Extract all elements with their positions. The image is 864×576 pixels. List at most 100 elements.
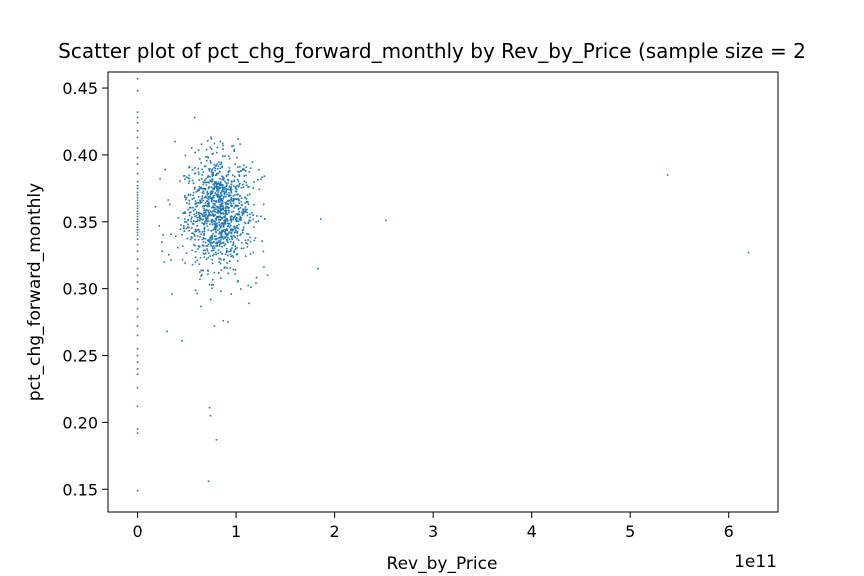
scatter-point bbox=[212, 283, 214, 286]
scatter-point bbox=[209, 241, 211, 243]
scatter-point bbox=[214, 204, 216, 207]
scatter-point bbox=[266, 274, 269, 277]
y-tick-label: 0.35 bbox=[62, 213, 98, 232]
scatter-point bbox=[201, 197, 204, 200]
scatter-point bbox=[199, 212, 202, 215]
scatter-point bbox=[188, 206, 191, 209]
scatter-point bbox=[218, 221, 220, 224]
scatter-point bbox=[234, 198, 237, 200]
scatter-point bbox=[236, 213, 239, 215]
scatter-point bbox=[242, 247, 245, 250]
scatter-point bbox=[198, 246, 201, 248]
scatter-point bbox=[227, 200, 229, 202]
scatter-point bbox=[227, 234, 229, 236]
scatter-point bbox=[136, 187, 139, 190]
scatter-point bbox=[212, 249, 215, 251]
scatter-point bbox=[136, 196, 139, 199]
scatter-point bbox=[263, 266, 265, 268]
scatter-point bbox=[232, 256, 235, 259]
scatter-point bbox=[216, 225, 219, 228]
scatter-point bbox=[212, 187, 214, 190]
scatter-point bbox=[224, 222, 227, 225]
scatter-point bbox=[211, 198, 214, 201]
scatter-point bbox=[238, 210, 241, 213]
scatter-point bbox=[206, 205, 208, 207]
x-tick-label: 3 bbox=[428, 522, 438, 541]
scatter-point bbox=[224, 266, 226, 268]
scatter-point bbox=[201, 222, 203, 224]
scatter-point bbox=[222, 213, 225, 215]
scatter-point bbox=[224, 212, 226, 215]
scatter-point bbox=[230, 191, 233, 194]
scatter-point bbox=[249, 213, 251, 216]
scatter-point bbox=[200, 273, 203, 276]
scatter-point bbox=[206, 190, 209, 193]
scatter-point bbox=[237, 204, 239, 207]
scatter-point bbox=[192, 243, 195, 246]
scatter-point bbox=[218, 224, 221, 226]
scatter-point bbox=[206, 159, 208, 162]
y-tick-label: 0.20 bbox=[62, 413, 98, 432]
scatter-point bbox=[200, 269, 202, 272]
scatter-point bbox=[239, 218, 242, 220]
scatter-point bbox=[220, 181, 222, 184]
scatter-point bbox=[215, 184, 218, 187]
scatter-point bbox=[224, 233, 227, 236]
scatter-point bbox=[212, 254, 214, 257]
scatter-point bbox=[187, 223, 190, 226]
scatter-point bbox=[226, 218, 228, 220]
scatter-point bbox=[238, 213, 241, 216]
scatter-point bbox=[225, 228, 228, 230]
scatter-point bbox=[203, 228, 206, 231]
scatter-point bbox=[204, 214, 206, 217]
scatter-point bbox=[200, 177, 203, 180]
scatter-point bbox=[231, 254, 234, 257]
scatter-point bbox=[221, 202, 224, 205]
scatter-point bbox=[225, 213, 228, 215]
scatter-point bbox=[213, 228, 216, 230]
scatter-point bbox=[226, 233, 228, 235]
scatter-point bbox=[238, 171, 240, 173]
scatter-point bbox=[196, 202, 198, 204]
scatter-point bbox=[214, 221, 216, 223]
scatter-point bbox=[188, 199, 191, 202]
scatter-point bbox=[231, 174, 234, 176]
scatter-point bbox=[191, 222, 194, 225]
scatter-point bbox=[220, 194, 223, 197]
x-tick-label: 1 bbox=[231, 522, 241, 541]
scatter-point bbox=[221, 175, 223, 178]
scatter-point bbox=[220, 161, 223, 164]
scatter-point bbox=[205, 184, 208, 186]
scatter-point bbox=[216, 195, 218, 197]
scatter-point bbox=[218, 201, 220, 203]
scatter-point bbox=[205, 208, 208, 211]
scatter-point bbox=[220, 216, 223, 219]
scatter-point bbox=[136, 194, 139, 196]
scatter-point bbox=[204, 181, 206, 184]
scatter-point bbox=[198, 158, 201, 160]
scatter-point bbox=[202, 190, 205, 193]
scatter-point bbox=[239, 206, 242, 209]
scatter-point bbox=[212, 245, 215, 247]
scatter-point bbox=[216, 207, 219, 209]
scatter-point bbox=[223, 177, 225, 179]
scatter-point bbox=[214, 210, 217, 213]
scatter-point bbox=[196, 216, 198, 219]
scatter-point bbox=[211, 262, 214, 265]
scatter-point bbox=[203, 215, 206, 218]
scatter-point bbox=[261, 176, 264, 179]
scatter-point bbox=[220, 205, 222, 207]
scatter-point bbox=[174, 235, 177, 238]
y-tick-label: 0.25 bbox=[62, 347, 98, 366]
scatter-point bbox=[219, 198, 221, 200]
scatter-point bbox=[215, 189, 218, 192]
scatter-point bbox=[218, 196, 221, 198]
scatter-point bbox=[159, 177, 161, 180]
scatter-point bbox=[220, 290, 222, 292]
scatter-point bbox=[199, 231, 201, 233]
scatter-point bbox=[246, 232, 248, 235]
scatter-point bbox=[229, 189, 231, 191]
scatter-point bbox=[194, 244, 196, 247]
scatter-point bbox=[230, 186, 232, 188]
scatter-point bbox=[203, 212, 205, 214]
